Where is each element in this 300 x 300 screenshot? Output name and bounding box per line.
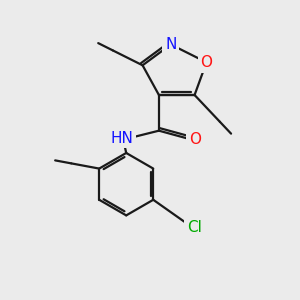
Text: O: O (200, 55, 212, 70)
Text: HN: HN (110, 130, 133, 146)
Text: O: O (189, 132, 201, 147)
Text: N: N (165, 37, 176, 52)
Text: Cl: Cl (187, 220, 202, 235)
